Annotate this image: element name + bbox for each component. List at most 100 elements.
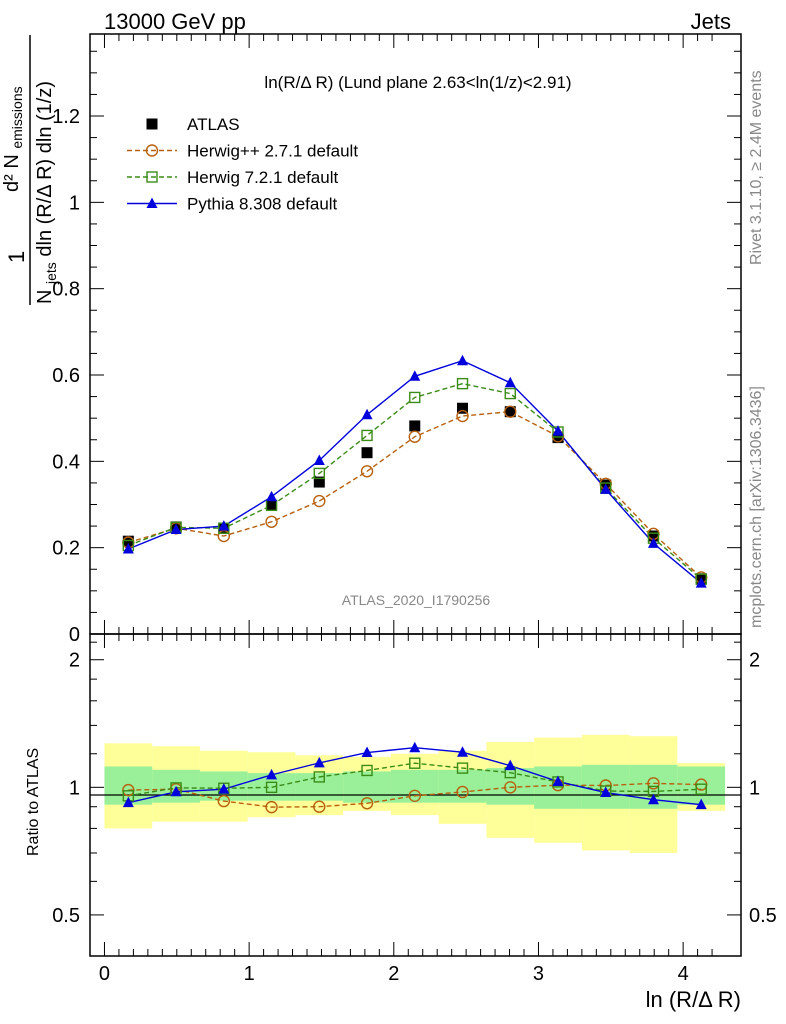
ratio-ytick-label-right: 1	[749, 777, 760, 799]
ylabel-den-right: dln (1/z)	[34, 81, 56, 153]
data-point	[504, 376, 516, 388]
data-point	[360, 465, 374, 478]
data-point	[361, 447, 373, 459]
ratio-point	[456, 762, 469, 774]
top-ytick-label: 1.2	[52, 106, 80, 128]
ratio-point	[695, 798, 707, 810]
top-ytick-label: 0.6	[52, 365, 80, 387]
ratio-point	[122, 796, 134, 808]
top-ytick-label: 0.2	[52, 538, 80, 560]
data-point	[409, 370, 421, 381]
ratio-series-group	[122, 741, 708, 814]
ratio-point	[266, 768, 278, 780]
ratio-xtick-label: 4	[678, 963, 689, 985]
ratio-frame	[89, 633, 742, 957]
ratio-point	[647, 777, 660, 790]
ylabel-den-left: N	[34, 290, 56, 304]
data-point	[218, 520, 230, 531]
ratio-point	[504, 759, 516, 771]
ylabel-den-mid: dln (R/Δ R)	[34, 159, 56, 257]
ylabel-numerator: d² N emissions	[1, 86, 25, 192]
ratio-point	[313, 771, 325, 783]
data-point	[456, 377, 469, 390]
ratio-point	[265, 781, 278, 794]
legend-marker	[145, 144, 159, 157]
series-line	[128, 382, 702, 580]
ratio-point	[170, 785, 182, 797]
ylabel-numerator-sub: emissions	[9, 86, 25, 148]
ratio-ytick-label-right: 0.5	[749, 905, 777, 927]
data-point	[313, 467, 325, 480]
data-point	[457, 402, 469, 414]
ratio-point	[313, 800, 326, 813]
data-point	[647, 530, 659, 542]
ratio-point	[456, 785, 469, 799]
ratio-point	[409, 757, 421, 769]
data-point	[409, 391, 421, 404]
top-ylabel: 1 d² N emissions N jets dln (R/Δ R) dln …	[1, 35, 61, 305]
header-left: 13000 GeV pp	[104, 9, 246, 34]
ylabel-den-sub: jets	[43, 262, 59, 285]
ratio-point	[409, 741, 421, 753]
data-point	[695, 577, 707, 588]
data-point	[504, 405, 517, 418]
legend-label: Herwig 7.2.1 default	[187, 168, 338, 187]
ratio-xtick-label: 1	[244, 963, 255, 985]
ratio-xtick-label: 2	[388, 963, 399, 985]
plot-title: ln(R/Δ R) (Lund plane 2.63<ln(1/z)<2.91)	[264, 73, 571, 92]
header-right: Jets	[691, 9, 731, 34]
inner-band	[534, 766, 582, 809]
data-point	[361, 429, 373, 442]
data-point	[600, 483, 612, 494]
top-ytick-label: 0.4	[52, 451, 80, 473]
ratio-ytick-label: 1	[69, 777, 80, 799]
series-line	[128, 360, 702, 584]
ratio-point	[457, 746, 469, 757]
data-point	[313, 476, 325, 488]
main-plot-panel: 0 0.2 0.4 0.6 0.8 1 1.2 ln(R/Δ R) (Lund plane …	[52, 33, 742, 646]
ratio-plot-panel: 0 1 2 3 4 0.5 0.5 1 1 2 2	[52, 633, 777, 985]
data-point	[504, 406, 516, 418]
data-point	[408, 430, 421, 443]
x-axis-label: ln (R/Δ R)	[646, 987, 741, 1012]
ratio-point	[552, 775, 564, 787]
ratio-point	[217, 794, 231, 808]
ratio-point	[647, 793, 659, 805]
ratio-point	[313, 756, 325, 768]
ylabel-denominator: N jets dln (R/Δ R) dln (1/z)	[34, 81, 61, 304]
legend-marker	[146, 197, 158, 208]
ratio-point	[695, 783, 707, 795]
legend: ATLAS Herwig++ 2.7.1 default Herwig 7.2.1 …	[127, 115, 358, 214]
ratio-ylabel: Ratio to ATLAS	[25, 748, 42, 856]
top-ytick-label: 1	[69, 192, 80, 214]
rivet-label: Rivet 3.1.10, ≥ 2.4M events	[748, 70, 765, 265]
ratio-xtick-label: 3	[533, 963, 544, 985]
ratio-point	[408, 789, 421, 803]
ratio-point	[361, 746, 373, 758]
inner-band	[295, 773, 344, 801]
data-point	[266, 490, 278, 502]
top-ytick-label: 0	[69, 624, 80, 646]
ylabel-one: 1	[4, 251, 29, 263]
legend-label: Pythia 8.308 default	[187, 195, 338, 214]
data-point	[456, 409, 469, 423]
ratio-ytick-label-right: 2	[749, 650, 760, 672]
ratio-ytick-label: 2	[69, 650, 80, 672]
ratio-point	[265, 800, 278, 814]
top-series-group	[122, 354, 708, 588]
ratio-point	[360, 797, 374, 810]
top-ytick-label: 0.8	[52, 279, 80, 301]
ylabel-numerator-main: d² N	[1, 154, 23, 192]
ratio-ytick-label: 0.5	[52, 905, 80, 927]
ratio-point	[504, 781, 517, 794]
data-point	[552, 425, 564, 436]
ratio-axis-ticks: 0 1 2 3 4 0.5 0.5 1 1 2 2	[52, 634, 777, 985]
data-point	[457, 354, 469, 366]
data-point	[504, 387, 516, 400]
legend-marker	[146, 118, 158, 130]
watermark: ATLAS_2020_I1790256	[342, 592, 491, 608]
inner-band	[677, 766, 726, 805]
top-axis-ticks: 0 0.2 0.4 0.6 0.8 1 1.2	[52, 34, 741, 646]
legend-label: ATLAS	[187, 115, 240, 134]
